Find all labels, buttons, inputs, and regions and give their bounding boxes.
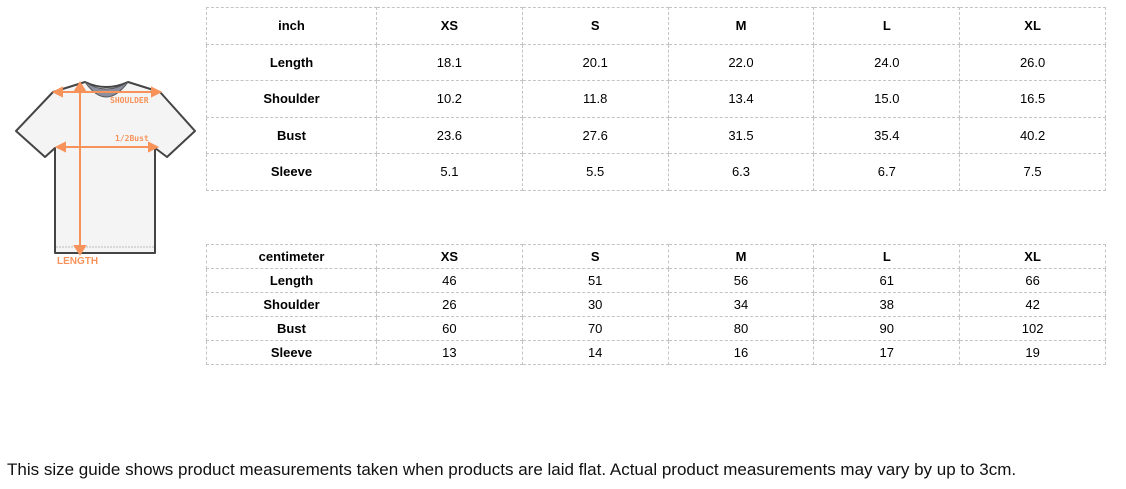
bust-label: 1/2Bust bbox=[115, 134, 149, 143]
table-cell: 10.2 bbox=[376, 80, 523, 118]
tshirt-diagram: SHOULDER 1/2Bust LENGTH bbox=[15, 81, 196, 267]
table-cell: 24.0 bbox=[813, 43, 961, 81]
table-cell: 40.2 bbox=[959, 116, 1106, 154]
table-cell: 90 bbox=[813, 316, 961, 341]
size-guide-note: This size guide shows product measuremen… bbox=[7, 460, 1017, 479]
table-cell: 102 bbox=[959, 316, 1106, 341]
row-label: Length bbox=[206, 43, 377, 81]
table-row: Sleeve 13 14 16 17 19 bbox=[206, 340, 1106, 365]
table-cell: 80 bbox=[667, 316, 815, 341]
table-cell: 15.0 bbox=[813, 80, 961, 118]
table-row: Length 46 51 56 61 66 bbox=[206, 268, 1106, 293]
row-label: Sleeve bbox=[206, 153, 377, 191]
table-cell: 42 bbox=[959, 292, 1106, 317]
table-cell: 60 bbox=[376, 316, 523, 341]
header-cell: L bbox=[813, 7, 961, 45]
header-cell: S bbox=[521, 244, 669, 269]
table-row: Bust 60 70 80 90 102 bbox=[206, 316, 1106, 341]
header-cell: L bbox=[813, 244, 961, 269]
table-cell: 18.1 bbox=[376, 43, 523, 81]
table-cell: 5.5 bbox=[521, 153, 669, 191]
collar bbox=[84, 81, 129, 98]
table-cell: 6.7 bbox=[813, 153, 961, 191]
table-cell: 13 bbox=[376, 340, 523, 365]
header-cell: XS bbox=[376, 244, 523, 269]
table-cell: 16 bbox=[667, 340, 815, 365]
header-row: centimeter XS S M L XL bbox=[206, 244, 1106, 269]
table-cell: 17 bbox=[813, 340, 961, 365]
table-row: Length 18.1 20.1 22.0 24.0 26.0 bbox=[206, 43, 1106, 81]
row-label: Shoulder bbox=[206, 292, 377, 317]
header-cell: M bbox=[667, 244, 815, 269]
table-row: Sleeve 5.1 5.5 6.3 6.7 7.5 bbox=[206, 153, 1106, 191]
table-row: Shoulder 26 30 34 38 42 bbox=[206, 292, 1106, 317]
header-cell: XL bbox=[959, 7, 1106, 45]
header-cell: XL bbox=[959, 244, 1106, 269]
table-cell: 23.6 bbox=[376, 116, 523, 154]
table-cell: 51 bbox=[521, 268, 669, 293]
table-cell: 31.5 bbox=[667, 116, 815, 154]
table-cell: 70 bbox=[521, 316, 669, 341]
length-label: LENGTH bbox=[57, 256, 98, 267]
table-row: Bust 23.6 27.6 31.5 35.4 40.2 bbox=[206, 116, 1106, 154]
header-row: inch XS S M L XL bbox=[206, 7, 1106, 45]
table-cell: 16.5 bbox=[959, 80, 1106, 118]
table-cell: 6.3 bbox=[667, 153, 815, 191]
header-cell: centimeter bbox=[206, 244, 377, 269]
table-cell: 27.6 bbox=[521, 116, 669, 154]
header-cell: XS bbox=[376, 7, 523, 45]
table-cell: 11.8 bbox=[521, 80, 669, 118]
table-cell: 56 bbox=[667, 268, 815, 293]
table-cell: 34 bbox=[667, 292, 815, 317]
row-label: Length bbox=[206, 268, 377, 293]
table-cell: 13.4 bbox=[667, 80, 815, 118]
table-cell: 46 bbox=[376, 268, 523, 293]
tshirt-outline bbox=[15, 81, 196, 254]
table-cell: 61 bbox=[813, 268, 961, 293]
measure-arrows bbox=[51, 81, 163, 256]
table-cell: 20.1 bbox=[521, 43, 669, 81]
header-cell: S bbox=[521, 7, 669, 45]
table-cell: 26.0 bbox=[959, 43, 1106, 81]
header-cell: M bbox=[667, 7, 815, 45]
table-cell: 38 bbox=[813, 292, 961, 317]
table-cell: 7.5 bbox=[959, 153, 1106, 191]
table-cell: 66 bbox=[959, 268, 1106, 293]
shoulder-label: SHOULDER bbox=[110, 96, 149, 105]
table-cell: 30 bbox=[521, 292, 669, 317]
cm-size-table: centimeter XS S M L XL Length 46 51 56 61 66 Shoulde… bbox=[206, 244, 1106, 365]
row-label: Sleeve bbox=[206, 340, 377, 365]
row-label: Bust bbox=[206, 116, 377, 154]
row-label: Bust bbox=[206, 316, 377, 341]
table-cell: 5.1 bbox=[376, 153, 523, 191]
table-cell: 26 bbox=[376, 292, 523, 317]
row-label: Shoulder bbox=[206, 80, 377, 118]
inch-size-table: inch XS S M L XL Length 18.1 20.1 22.0 24.0 26.0 Sho… bbox=[206, 7, 1106, 191]
header-cell: inch bbox=[206, 7, 377, 45]
table-row: Shoulder 10.2 11.8 13.4 15.0 16.5 bbox=[206, 80, 1106, 118]
table-cell: 14 bbox=[521, 340, 669, 365]
table-cell: 35.4 bbox=[813, 116, 961, 154]
table-cell: 22.0 bbox=[667, 43, 815, 81]
table-cell: 19 bbox=[959, 340, 1106, 365]
